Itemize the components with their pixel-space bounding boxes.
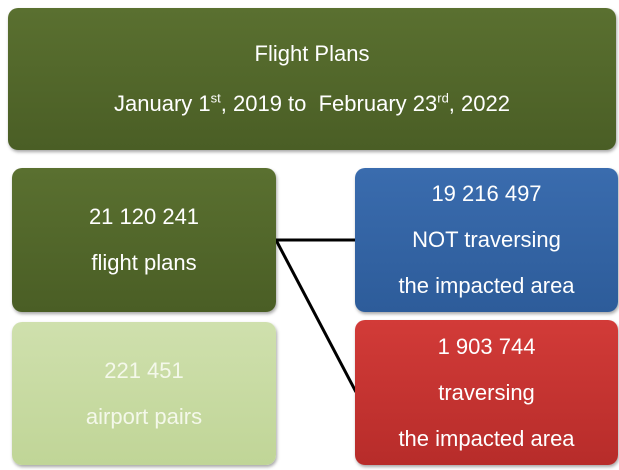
node-line: NOT traversing — [412, 227, 561, 252]
node-line: flight plans — [91, 250, 197, 275]
subtitle-part: January 1 — [114, 91, 211, 116]
node-traversing: 1 903 744 traversing the impacted area — [355, 320, 618, 465]
node-line: 21 120 241 — [88, 204, 200, 229]
node-line: 19 216 497 — [431, 181, 542, 206]
node-line: airport pairs — [85, 403, 203, 429]
subtitle-sup: rd — [437, 90, 449, 106]
subtitle-part: , 2019 to February 23 — [220, 91, 438, 116]
node-line: 1 903 744 — [437, 333, 536, 359]
header: Flight Plans January 1st, 2019 to Februa… — [8, 8, 616, 150]
header-subtitle: January 1st, 2019 to February 23rd, 2022 — [114, 79, 510, 129]
subtitle-sup: st — [210, 90, 221, 106]
header-title: Flight Plans — [254, 41, 370, 66]
connector — [274, 239, 358, 393]
node-line: 221 451 — [104, 357, 184, 383]
node-not-traversing: 19 216 497 NOT traversing the impacted a… — [355, 168, 618, 312]
node-line: the impacted area — [398, 273, 575, 298]
node-total: 21 120 241 flight plans — [12, 168, 276, 312]
node-line: traversing — [438, 379, 535, 405]
subtitle-part: , 2022 — [448, 91, 510, 116]
node-pairs: 221 451 airport pairs — [12, 322, 276, 465]
node-line: the impacted area — [398, 425, 575, 451]
